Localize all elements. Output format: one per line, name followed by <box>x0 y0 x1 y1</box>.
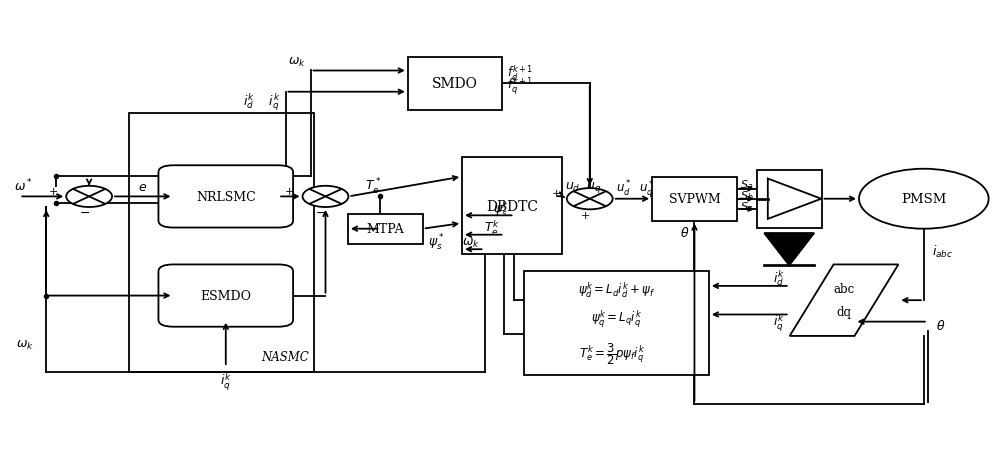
Text: $f_d^{k+1}$: $f_d^{k+1}$ <box>507 63 534 82</box>
Text: $i_q^k$: $i_q^k$ <box>220 370 232 392</box>
Circle shape <box>859 169 989 229</box>
Text: $i_d^k$    $i_q^k$: $i_d^k$ $i_q^k$ <box>243 91 281 113</box>
Text: $\omega_k$: $\omega_k$ <box>288 56 306 69</box>
Text: $u_d$  $u_q$: $u_d$ $u_q$ <box>565 180 602 195</box>
Polygon shape <box>790 265 898 336</box>
Text: $\omega_k$: $\omega_k$ <box>16 338 34 351</box>
Text: SMDO: SMDO <box>432 77 478 91</box>
Text: $\theta$: $\theta$ <box>936 319 945 332</box>
Text: $\omega_k$: $\omega_k$ <box>462 236 480 249</box>
Text: $\theta$: $\theta$ <box>680 225 689 240</box>
Text: PMSM: PMSM <box>901 193 947 206</box>
Bar <box>652 177 737 221</box>
Text: +: + <box>551 189 561 199</box>
Text: −: − <box>79 206 90 219</box>
Text: $\psi_d^k = L_d i_d^k + \psi_f$: $\psi_d^k = L_d i_d^k + \psi_f$ <box>578 280 655 300</box>
Text: $\psi_s^k$: $\psi_s^k$ <box>493 199 509 219</box>
Text: MTPA: MTPA <box>367 223 404 236</box>
Polygon shape <box>764 233 814 266</box>
Text: −: − <box>316 206 326 219</box>
Text: +: + <box>285 187 295 197</box>
Bar <box>348 214 423 244</box>
Text: +: + <box>49 187 58 197</box>
Text: $\psi_s^*$: $\psi_s^*$ <box>428 232 444 252</box>
Bar <box>462 158 562 255</box>
Text: $u_d^*$  $u_q^*$: $u_d^*$ $u_q^*$ <box>616 178 654 200</box>
Text: $T_e^*$: $T_e^*$ <box>365 177 382 197</box>
Text: +: + <box>580 210 590 220</box>
Text: NRLSMC: NRLSMC <box>196 190 256 203</box>
FancyBboxPatch shape <box>158 166 293 228</box>
Bar <box>129 114 314 372</box>
Text: $i_d^k$: $i_d^k$ <box>773 268 785 288</box>
Text: abc: abc <box>833 282 855 295</box>
Text: SVPWM: SVPWM <box>669 193 720 206</box>
Circle shape <box>66 187 112 207</box>
Bar <box>757 170 822 228</box>
Text: $S_c$: $S_c$ <box>740 200 753 213</box>
Text: $i_{abc}$: $i_{abc}$ <box>932 243 953 259</box>
Text: $T_e^k = \dfrac{3}{2}p\psi_f i_q^k$: $T_e^k = \dfrac{3}{2}p\psi_f i_q^k$ <box>579 341 645 366</box>
Text: DBDTC: DBDTC <box>486 199 538 213</box>
Text: ESMDO: ESMDO <box>200 289 251 302</box>
Text: $S_a$: $S_a$ <box>740 178 753 191</box>
Text: $\omega^*$: $\omega^*$ <box>14 177 33 194</box>
Text: $f_q^{k+1}$: $f_q^{k+1}$ <box>507 76 534 97</box>
Text: $S_b$: $S_b$ <box>740 189 753 202</box>
Text: NASMC: NASMC <box>261 350 309 363</box>
Text: dq: dq <box>837 306 852 319</box>
Circle shape <box>567 189 613 210</box>
Bar <box>524 272 709 375</box>
Text: $T_e^k$: $T_e^k$ <box>484 219 500 238</box>
Bar <box>408 58 502 111</box>
Text: $e$: $e$ <box>138 181 147 194</box>
Polygon shape <box>768 179 821 219</box>
Text: $\psi_q^k = L_q i_q^k$: $\psi_q^k = L_q i_q^k$ <box>591 308 642 330</box>
FancyBboxPatch shape <box>158 265 293 327</box>
Text: $i_q^k$: $i_q^k$ <box>773 313 785 334</box>
Circle shape <box>303 187 348 207</box>
